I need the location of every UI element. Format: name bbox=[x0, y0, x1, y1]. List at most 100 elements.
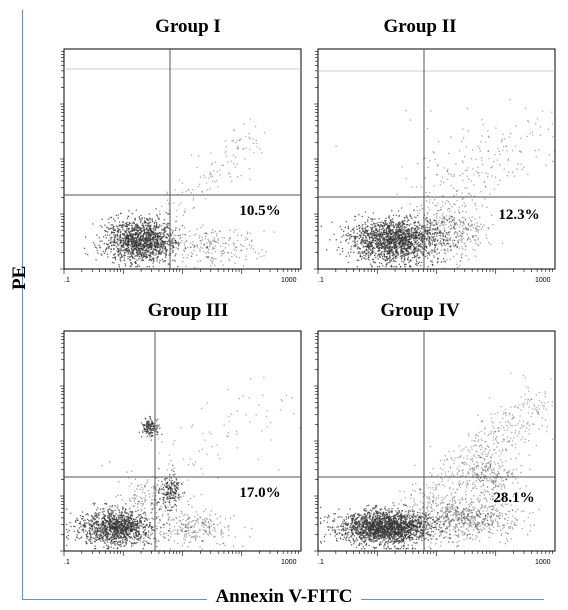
event-dot bbox=[111, 525, 113, 527]
event-dot bbox=[453, 221, 455, 223]
event-dot bbox=[519, 151, 522, 153]
event-dot bbox=[426, 213, 429, 215]
event-dot bbox=[122, 223, 124, 226]
event-dot bbox=[434, 228, 437, 230]
event-dot bbox=[145, 229, 147, 231]
event-dot bbox=[210, 265, 212, 267]
event-dot bbox=[375, 243, 377, 245]
event-dot bbox=[436, 165, 439, 167]
event-dot bbox=[222, 250, 224, 253]
event-dot bbox=[128, 221, 130, 224]
event-dot bbox=[447, 168, 449, 170]
event-dot bbox=[112, 241, 115, 243]
event-dot bbox=[95, 522, 97, 524]
event-dot bbox=[124, 231, 127, 233]
event-dot bbox=[137, 242, 139, 244]
event-dot bbox=[430, 222, 433, 224]
event-dot bbox=[472, 236, 474, 238]
event-dot bbox=[134, 233, 137, 235]
event-dot bbox=[373, 226, 375, 228]
event-dot bbox=[123, 528, 125, 530]
event-dot bbox=[136, 224, 138, 226]
event-dot bbox=[393, 225, 395, 228]
event-dot bbox=[406, 230, 409, 232]
event-dot bbox=[114, 543, 116, 545]
event-dot bbox=[143, 544, 145, 546]
event-dot bbox=[377, 244, 379, 247]
event-dot bbox=[122, 540, 124, 542]
event-dot bbox=[417, 250, 419, 252]
event-dot bbox=[146, 231, 148, 234]
event-dot bbox=[163, 228, 165, 230]
event-dot bbox=[97, 252, 99, 254]
event-dot bbox=[392, 231, 394, 233]
event-dot bbox=[155, 208, 157, 210]
event-dot bbox=[128, 228, 130, 230]
event-dot bbox=[375, 257, 377, 259]
event-dot bbox=[371, 266, 373, 268]
event-dot bbox=[150, 543, 152, 545]
event-dot bbox=[350, 230, 352, 232]
event-dot bbox=[449, 228, 451, 230]
event-dot bbox=[397, 223, 399, 225]
event-dot bbox=[106, 536, 108, 539]
event-dot bbox=[184, 246, 187, 248]
event-dot bbox=[150, 248, 152, 250]
event-dot bbox=[371, 244, 373, 246]
event-dot bbox=[234, 262, 236, 264]
event-dot bbox=[476, 222, 478, 224]
event-dot bbox=[433, 233, 435, 235]
event-dot bbox=[409, 252, 411, 254]
event-dot bbox=[120, 255, 123, 257]
event-dot bbox=[123, 249, 125, 251]
event-dot bbox=[209, 188, 211, 190]
event-dot bbox=[150, 235, 152, 237]
event-dot bbox=[106, 548, 109, 550]
event-dot bbox=[245, 147, 247, 149]
event-dot bbox=[124, 230, 126, 232]
event-dot bbox=[141, 247, 143, 249]
event-dot bbox=[113, 248, 115, 251]
event-dot bbox=[406, 216, 408, 218]
event-dot bbox=[393, 234, 395, 236]
event-dot bbox=[431, 235, 433, 237]
event-dot bbox=[114, 253, 116, 255]
event-dot bbox=[499, 164, 501, 166]
event-dot bbox=[137, 234, 139, 236]
event-dot bbox=[359, 253, 361, 255]
event-dot bbox=[176, 209, 178, 212]
event-dot bbox=[357, 246, 359, 248]
event-dot bbox=[120, 536, 123, 538]
event-dot bbox=[397, 231, 399, 233]
event-dot bbox=[202, 224, 204, 226]
event-dot bbox=[101, 524, 103, 526]
event-dot bbox=[143, 247, 146, 249]
event-dot bbox=[162, 223, 164, 225]
event-dot bbox=[116, 233, 119, 235]
event-dot bbox=[443, 217, 445, 219]
event-dot bbox=[160, 242, 162, 244]
event-dot bbox=[366, 230, 368, 232]
event-dot bbox=[445, 236, 447, 238]
event-dot bbox=[385, 244, 387, 247]
event-dot bbox=[125, 243, 128, 245]
event-dot bbox=[384, 222, 386, 224]
event-dot bbox=[166, 250, 168, 252]
event-dot bbox=[159, 247, 161, 249]
y-tick-label-min: .1 bbox=[314, 259, 316, 265]
event-dot bbox=[407, 259, 409, 261]
event-dot bbox=[144, 514, 147, 516]
event-dot bbox=[405, 247, 408, 250]
event-dot bbox=[158, 262, 161, 264]
event-dot bbox=[429, 219, 431, 221]
event-dot bbox=[114, 522, 116, 524]
event-dot bbox=[449, 220, 451, 223]
event-dot bbox=[102, 533, 104, 535]
event-dot bbox=[438, 230, 440, 232]
event-dot bbox=[391, 233, 393, 235]
event-dot bbox=[190, 246, 192, 248]
event-dot bbox=[383, 242, 385, 244]
event-dot bbox=[130, 235, 132, 237]
event-dot bbox=[100, 524, 102, 526]
event-dot bbox=[165, 253, 167, 255]
